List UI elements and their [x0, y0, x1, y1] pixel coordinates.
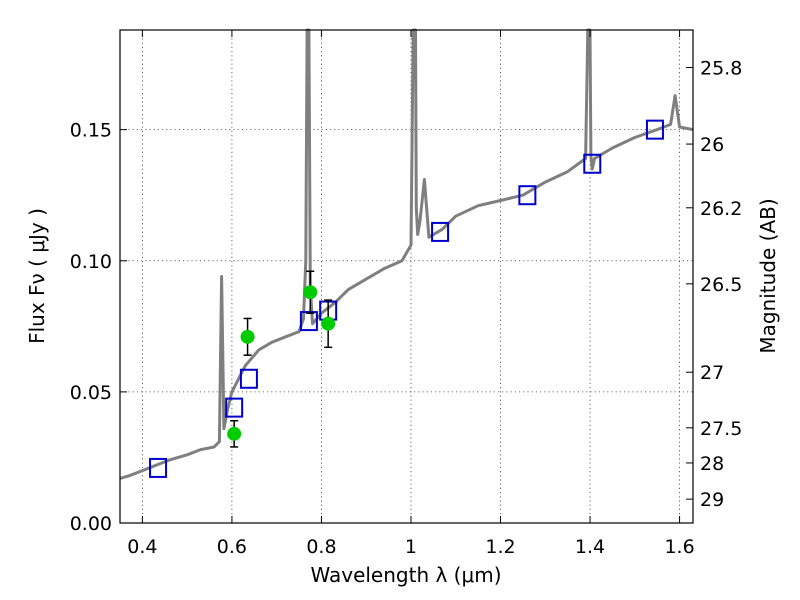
right-tick-label: 29: [700, 489, 724, 511]
model-spectrum-layer: [119, 28, 694, 480]
model-photometry-square: [239, 368, 258, 389]
model-photometry-square: [645, 119, 664, 140]
y-tick-label: 0.00: [70, 513, 112, 535]
x-tick-label: 0.6: [217, 536, 247, 558]
model-photometry-square: [583, 153, 602, 174]
y-axis-title: Flux Fν ( μJy ): [25, 208, 49, 344]
photometry-markers-layer: [149, 119, 664, 478]
plot-frame: [119, 29, 694, 524]
right-tick-label: 28: [700, 453, 724, 475]
axis-ticks: 0.4 0.6 0.8 1 1.2 1.4 1.6 0.00 0.05 0.10 0.15 25.8 2…: [70, 30, 742, 558]
y-tick-label: 0.15: [70, 120, 112, 142]
observed-flux-point: [227, 426, 242, 441]
x-tick-label: 1: [405, 536, 417, 558]
y-tick-label: 0.10: [70, 251, 112, 273]
model-photometry-square: [431, 221, 450, 242]
model-photometry-square: [149, 457, 168, 478]
right-axis-title: Magnitude (AB): [756, 198, 780, 353]
right-tick-label: 27.5: [700, 418, 742, 440]
right-tick-label: 27: [700, 362, 724, 384]
right-tick-label: 26.5: [700, 274, 742, 296]
observed-flux-point: [321, 316, 336, 331]
model-photometry-square: [518, 185, 537, 206]
x-tick-label: 1.4: [575, 536, 605, 558]
model-spectrum-line: [119, 28, 694, 480]
x-tick-label: 1.6: [664, 536, 694, 558]
x-axis-title: Wavelength λ (μm): [310, 563, 501, 587]
y-tick-label: 0.05: [70, 382, 112, 404]
x-tick-label: 0.4: [127, 536, 157, 558]
x-tick-label: 1.2: [485, 536, 515, 558]
observed-flux-point: [303, 285, 318, 300]
x-tick-label: 0.8: [306, 536, 336, 558]
model-photometry-square: [225, 397, 244, 418]
observed-flux-point: [240, 329, 255, 344]
right-tick-label: 26.2: [700, 198, 742, 220]
model-photometry-square: [299, 311, 318, 332]
right-tick-label: 25.8: [700, 57, 742, 79]
right-tick-label: 26: [700, 134, 724, 156]
